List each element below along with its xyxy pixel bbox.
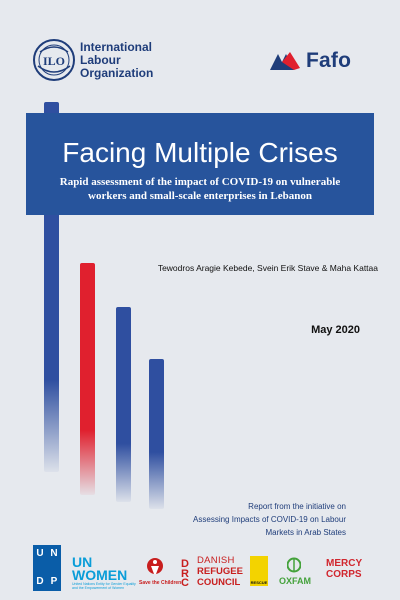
drc-line-2: REFUGEE	[197, 566, 243, 577]
ilo-line-3: Organization	[80, 66, 154, 80]
decor-bar-blue-short	[149, 359, 164, 509]
drc-line-1: DANISH	[197, 555, 235, 566]
fafo-mark-icon	[270, 52, 300, 70]
unwomen-logo: UN WOMEN	[72, 554, 128, 583]
rescue-logo	[250, 556, 268, 586]
save-the-children-label: Save the Children	[139, 580, 182, 586]
mercy-corps-logo: MERCY CORPS	[326, 558, 362, 580]
cover-title: Facing Multiple Crises	[62, 137, 338, 168]
unwomen-tagline: United Nations Entity for Gender Equalit…	[72, 582, 136, 590]
drc-line-3: COUNCIL	[197, 577, 241, 588]
oxfam-icon	[287, 557, 301, 573]
mercy-line-1: MERCY	[326, 558, 363, 569]
save-the-children-icon	[147, 558, 163, 574]
ilo-emblem-icon: ILO	[33, 39, 75, 81]
report-line-1: Report from the initiative on	[248, 502, 346, 511]
decor-bar-red	[80, 263, 95, 495]
report-initiative: Report from the initiative on Assessing …	[150, 500, 346, 539]
title-band	[26, 113, 374, 215]
mercy-line-2: CORPS	[326, 569, 362, 580]
oxfam-label: OXFAM	[279, 576, 312, 586]
report-line-2: Assessing Impacts of COVID-19 on Labour	[193, 515, 346, 524]
undp-letter-d: D	[36, 576, 44, 587]
decor-bar-blue-mid	[116, 307, 131, 502]
drc-logo: DANISH REFUGEE COUNCIL	[197, 555, 243, 588]
authors: Tewodros Aragie Kebede, Svein Erik Stave…	[157, 263, 378, 273]
drc-letter-d: D	[181, 558, 189, 570]
report-line-3: Markets in Arab States	[265, 528, 346, 537]
undp-letter-n: N	[50, 548, 58, 559]
unwomen-line-1: UN	[72, 554, 93, 570]
undp-letter-p: P	[50, 576, 58, 587]
ilo-line-1: International	[80, 40, 153, 54]
unwomen-line-2: WOMEN	[72, 567, 128, 583]
undp-letter-u: U	[36, 548, 44, 559]
subtitle-line-2: workers and small-scale enterprises in L…	[88, 190, 312, 202]
ilo-wordmark: International Labour Organization	[80, 41, 153, 80]
ilo-line-2: Labour	[80, 53, 121, 67]
svg-text:ILO: ILO	[43, 54, 65, 68]
rescue-label: RESCUE	[250, 580, 268, 585]
undp-logo: U N D P	[33, 545, 61, 591]
subtitle-line-1: Rapid assessment of the impact of COVID-…	[59, 176, 341, 188]
drc-letter-c: C	[181, 577, 189, 586]
fafo-wordmark: Fafo	[306, 49, 352, 72]
drc-letter-r: R	[181, 568, 189, 580]
drc-mark-icon: D R C	[181, 558, 189, 586]
publication-date: May 2020	[311, 324, 360, 336]
cover-subtitle: Rapid assessment of the impact of COVID-…	[30, 175, 370, 203]
